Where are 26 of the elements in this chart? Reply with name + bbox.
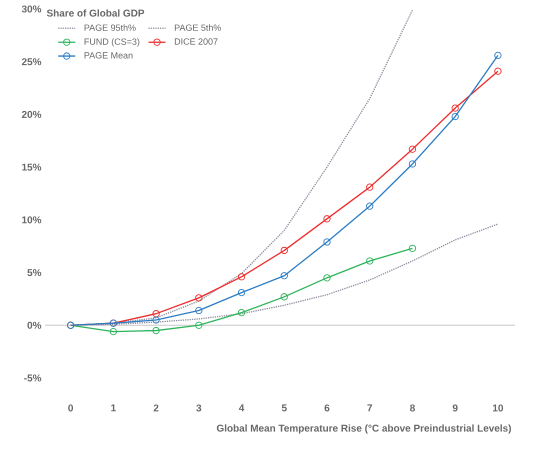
- legend-label: PAGE Mean: [84, 52, 132, 59]
- y-tick-label: -5%: [24, 374, 42, 382]
- legend-label: PAGE 95th%: [84, 24, 136, 31]
- legend-label: FUND (CS=3): [84, 38, 140, 47]
- x-tick-label: 10: [492, 404, 504, 412]
- legend-label: PAGE 5th%: [174, 24, 222, 31]
- y-tick-label: 5%: [27, 269, 42, 276]
- y-tick-label: 0%: [27, 322, 42, 329]
- x-tick-label: 7: [367, 404, 372, 412]
- x-tick-label: 3: [196, 404, 202, 412]
- x-tick-label: 2: [154, 404, 158, 412]
- y-tick-label: 10%: [22, 216, 42, 224]
- x-axis-title: Global Mean Temperature Rise (°C above Preindustrial Levels): [216, 424, 511, 434]
- x-tick-label: 6: [324, 404, 330, 412]
- y-tick-label: 15%: [22, 164, 42, 171]
- legend-label: DICE 2007: [174, 38, 218, 45]
- y-tick-label: 30%: [22, 5, 42, 13]
- x-tick-label: 8: [410, 404, 415, 412]
- x-tick-label: 0: [68, 404, 74, 412]
- x-tick-label: 5: [282, 404, 287, 412]
- x-tick-label: 9: [452, 404, 458, 412]
- y-tick-label: 25%: [22, 58, 42, 66]
- y-axis-title: Share of Global GDP: [46, 9, 144, 17]
- x-tick-label: 4: [238, 404, 244, 412]
- y-tick-label: 20%: [22, 110, 42, 118]
- x-tick-label: 1: [111, 404, 116, 412]
